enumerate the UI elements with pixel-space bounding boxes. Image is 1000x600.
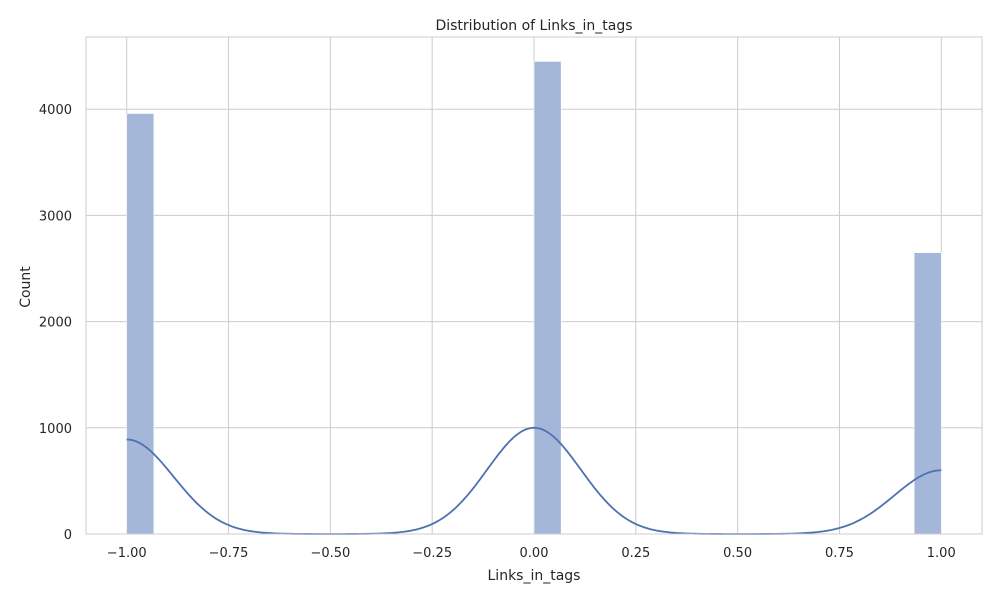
y-tick-label: 4000	[39, 103, 72, 118]
histogram-bar	[126, 113, 155, 535]
x-tick-label: 0.50	[723, 546, 752, 561]
x-tick-label: 1.00	[927, 546, 956, 561]
x-tick-label: −0.25	[412, 546, 452, 561]
chart-title: Distribution of Links_in_tags	[435, 18, 632, 34]
y-tick-label: 2000	[39, 316, 72, 331]
x-tick-label: 0.75	[825, 546, 854, 561]
x-ticks: −1.00 −0.75 −0.50 −0.25 0.00 0.25 0.50 0.75 1.00	[107, 546, 956, 561]
histogram-bar	[913, 252, 942, 535]
bars	[126, 61, 942, 535]
y-tick-label: 3000	[39, 209, 72, 224]
y-tick-label: 1000	[39, 422, 72, 437]
x-tick-label: −0.50	[310, 546, 350, 561]
y-tick-label: 0	[64, 528, 72, 543]
x-tick-label: −1.00	[107, 546, 147, 561]
x-tick-label: −0.75	[209, 546, 249, 561]
histogram-bar	[533, 61, 562, 535]
plot-frame	[85, 36, 983, 535]
x-axis-label: Links_in_tags	[488, 568, 581, 584]
x-tick-label: 0.25	[621, 546, 650, 561]
y-axis-label: Count	[18, 266, 34, 308]
x-tick-label: 0.00	[520, 546, 549, 561]
kde-line	[126, 426, 942, 535]
y-ticks: 0 1000 2000 3000 4000	[39, 103, 72, 543]
